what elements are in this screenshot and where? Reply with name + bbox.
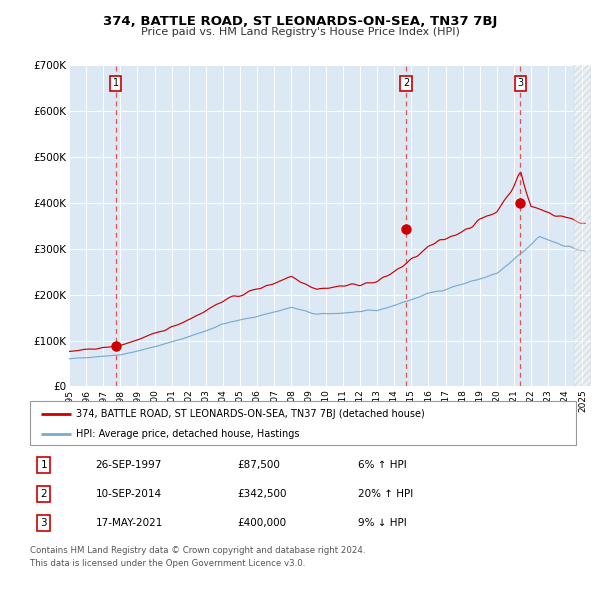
Text: 1: 1 <box>40 460 47 470</box>
Text: 3: 3 <box>40 519 47 529</box>
Text: 26-SEP-1997: 26-SEP-1997 <box>95 460 162 470</box>
Text: 374, BATTLE ROAD, ST LEONARDS-ON-SEA, TN37 7BJ: 374, BATTLE ROAD, ST LEONARDS-ON-SEA, TN… <box>103 15 497 28</box>
Text: 9% ↓ HPI: 9% ↓ HPI <box>358 519 406 529</box>
Text: £400,000: £400,000 <box>238 519 287 529</box>
Text: 10-SEP-2014: 10-SEP-2014 <box>95 489 161 499</box>
Text: 3: 3 <box>517 78 523 88</box>
FancyBboxPatch shape <box>30 401 576 445</box>
Text: 6% ↑ HPI: 6% ↑ HPI <box>358 460 406 470</box>
Text: This data is licensed under the Open Government Licence v3.0.: This data is licensed under the Open Gov… <box>30 559 305 568</box>
Text: HPI: Average price, detached house, Hastings: HPI: Average price, detached house, Hast… <box>76 430 300 440</box>
Text: 2: 2 <box>40 489 47 499</box>
Text: 2: 2 <box>403 78 409 88</box>
Text: 17-MAY-2021: 17-MAY-2021 <box>95 519 163 529</box>
Text: £342,500: £342,500 <box>238 489 287 499</box>
Text: £87,500: £87,500 <box>238 460 280 470</box>
Text: Price paid vs. HM Land Registry's House Price Index (HPI): Price paid vs. HM Land Registry's House … <box>140 27 460 37</box>
Text: 1: 1 <box>113 78 119 88</box>
Text: 20% ↑ HPI: 20% ↑ HPI <box>358 489 413 499</box>
Text: Contains HM Land Registry data © Crown copyright and database right 2024.: Contains HM Land Registry data © Crown c… <box>30 546 365 555</box>
Text: 374, BATTLE ROAD, ST LEONARDS-ON-SEA, TN37 7BJ (detached house): 374, BATTLE ROAD, ST LEONARDS-ON-SEA, TN… <box>76 409 425 418</box>
